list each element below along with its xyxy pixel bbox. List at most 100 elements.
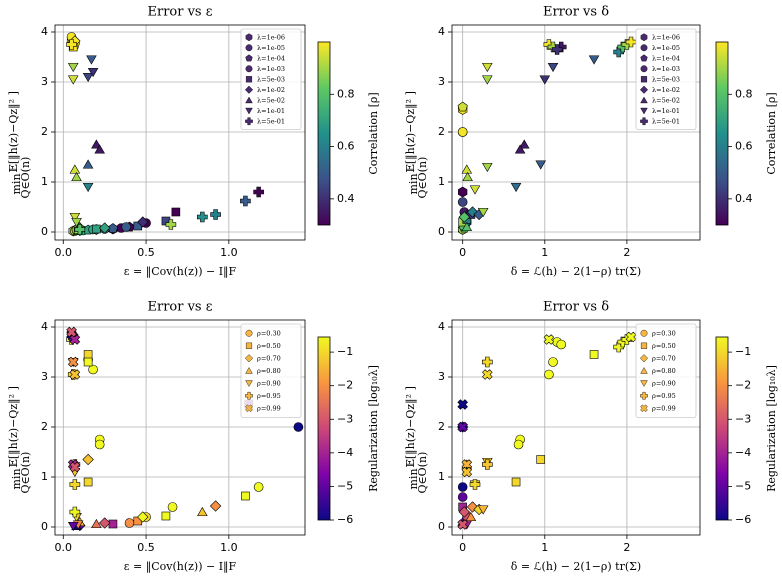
colorbar bbox=[317, 41, 331, 226]
point bbox=[625, 331, 637, 343]
legend-marker bbox=[245, 380, 253, 387]
legend-marker bbox=[640, 76, 648, 83]
colorbar-tick-label: −4 bbox=[735, 446, 751, 459]
legend-marker bbox=[245, 367, 253, 374]
point bbox=[240, 195, 251, 207]
y-tick-label: 1 bbox=[438, 175, 445, 188]
axes-frame bbox=[54, 319, 306, 536]
point bbox=[67, 521, 79, 532]
legend-marker bbox=[640, 391, 648, 400]
point bbox=[197, 211, 208, 223]
point bbox=[589, 350, 599, 359]
point bbox=[547, 62, 559, 73]
legend-marker bbox=[245, 329, 253, 337]
x-tick-label: 0.0 bbox=[55, 246, 73, 259]
y-label-subscript: Q∈O(n) bbox=[416, 157, 429, 199]
point bbox=[121, 222, 131, 232]
point bbox=[253, 186, 264, 198]
legend-marker bbox=[639, 354, 649, 363]
point bbox=[74, 224, 86, 235]
point bbox=[82, 182, 94, 193]
colorbar-tick-label: 0.8 bbox=[735, 87, 753, 100]
point bbox=[477, 505, 489, 515]
point bbox=[161, 511, 171, 521]
point bbox=[625, 36, 637, 48]
legend-label: λ=1e-04 bbox=[652, 54, 680, 62]
colorbar-tick-label: −5 bbox=[735, 479, 751, 492]
colorbar-tick-label: 0.4 bbox=[735, 192, 753, 205]
point bbox=[69, 506, 81, 518]
point bbox=[458, 186, 468, 198]
point bbox=[543, 39, 555, 50]
point bbox=[551, 44, 563, 55]
subplot-title: Error vs ε bbox=[148, 5, 213, 20]
legend-label: ρ=0.80 bbox=[257, 367, 281, 375]
point bbox=[461, 466, 473, 478]
legend-label: λ=1e-04 bbox=[257, 54, 285, 62]
point bbox=[613, 341, 625, 353]
legend-marker bbox=[640, 380, 648, 387]
point bbox=[543, 334, 555, 345]
point bbox=[82, 453, 94, 466]
legend-label: λ=1e-06 bbox=[257, 33, 285, 41]
point bbox=[69, 164, 81, 174]
legend-marker bbox=[244, 85, 254, 94]
point bbox=[518, 139, 530, 149]
subplot: Error vs ε ε = ‖Cov(h(z)) − I‖F minQ∈O(n)𝔼… bbox=[7, 5, 380, 280]
colorbar bbox=[317, 336, 331, 521]
colorbar-label: Correlation [ρ] bbox=[367, 92, 380, 174]
point bbox=[535, 160, 546, 170]
y-label-expression: 𝔼[‖h(z)−Qz‖² ] bbox=[404, 386, 418, 467]
point bbox=[137, 216, 149, 228]
x-axis-label: ε = ‖Cov(h(z)) − I‖F bbox=[124, 560, 237, 574]
y-tick-label: 3 bbox=[41, 75, 48, 88]
point bbox=[588, 55, 600, 65]
legend-marker bbox=[245, 44, 253, 52]
colorbar-tick-label: −3 bbox=[337, 412, 353, 425]
legend-label: λ=1e-05 bbox=[257, 44, 285, 52]
points bbox=[66, 32, 264, 237]
y-label-subscript: Q∈O(n) bbox=[19, 452, 32, 494]
legend-label: ρ=0.50 bbox=[257, 342, 281, 350]
colorbar-tick-label: 0.6 bbox=[735, 140, 753, 153]
colorbar-tick-label: −1 bbox=[735, 345, 751, 358]
point bbox=[514, 144, 526, 154]
colorbar-tick-label: −6 bbox=[337, 513, 353, 526]
colorbar-tick-label: −1 bbox=[337, 345, 353, 358]
point bbox=[108, 519, 118, 529]
legend-marker bbox=[245, 107, 253, 115]
point bbox=[253, 482, 264, 492]
point bbox=[461, 221, 473, 232]
legend-label: ρ=0.95 bbox=[257, 392, 281, 400]
x-axis-label: δ = ℒ(h) − 2(1−ρ) tr(Σ) bbox=[511, 265, 641, 278]
legend-marker bbox=[640, 107, 648, 115]
point bbox=[536, 455, 545, 464]
point bbox=[511, 477, 521, 487]
point bbox=[482, 62, 493, 73]
y-tick-label: 4 bbox=[438, 25, 445, 38]
legend-label: λ=5e-01 bbox=[257, 117, 285, 125]
point bbox=[98, 517, 111, 529]
legend-label: λ=5e-01 bbox=[652, 117, 680, 125]
y-label-min: min bbox=[407, 468, 420, 489]
legend-label: λ=1e-02 bbox=[652, 86, 680, 94]
point bbox=[477, 207, 489, 218]
point bbox=[83, 477, 93, 487]
point bbox=[458, 211, 470, 223]
legend-label: λ=5e-03 bbox=[652, 75, 680, 83]
y-label-expression: 𝔼[‖h(z)−Qz‖² ] bbox=[404, 91, 418, 172]
legend-label: ρ=0.50 bbox=[652, 342, 676, 350]
point bbox=[69, 369, 81, 380]
legend-marker bbox=[640, 342, 648, 349]
legend-box bbox=[635, 28, 697, 130]
y-label-subscript: Q∈O(n) bbox=[19, 157, 32, 199]
legend-label: ρ=0.80 bbox=[652, 367, 676, 375]
legend-marker bbox=[640, 404, 648, 413]
subplot-title: Error vs δ bbox=[543, 300, 609, 315]
point bbox=[548, 357, 558, 367]
legend-label: ρ=0.70 bbox=[257, 354, 281, 362]
points bbox=[457, 331, 637, 530]
